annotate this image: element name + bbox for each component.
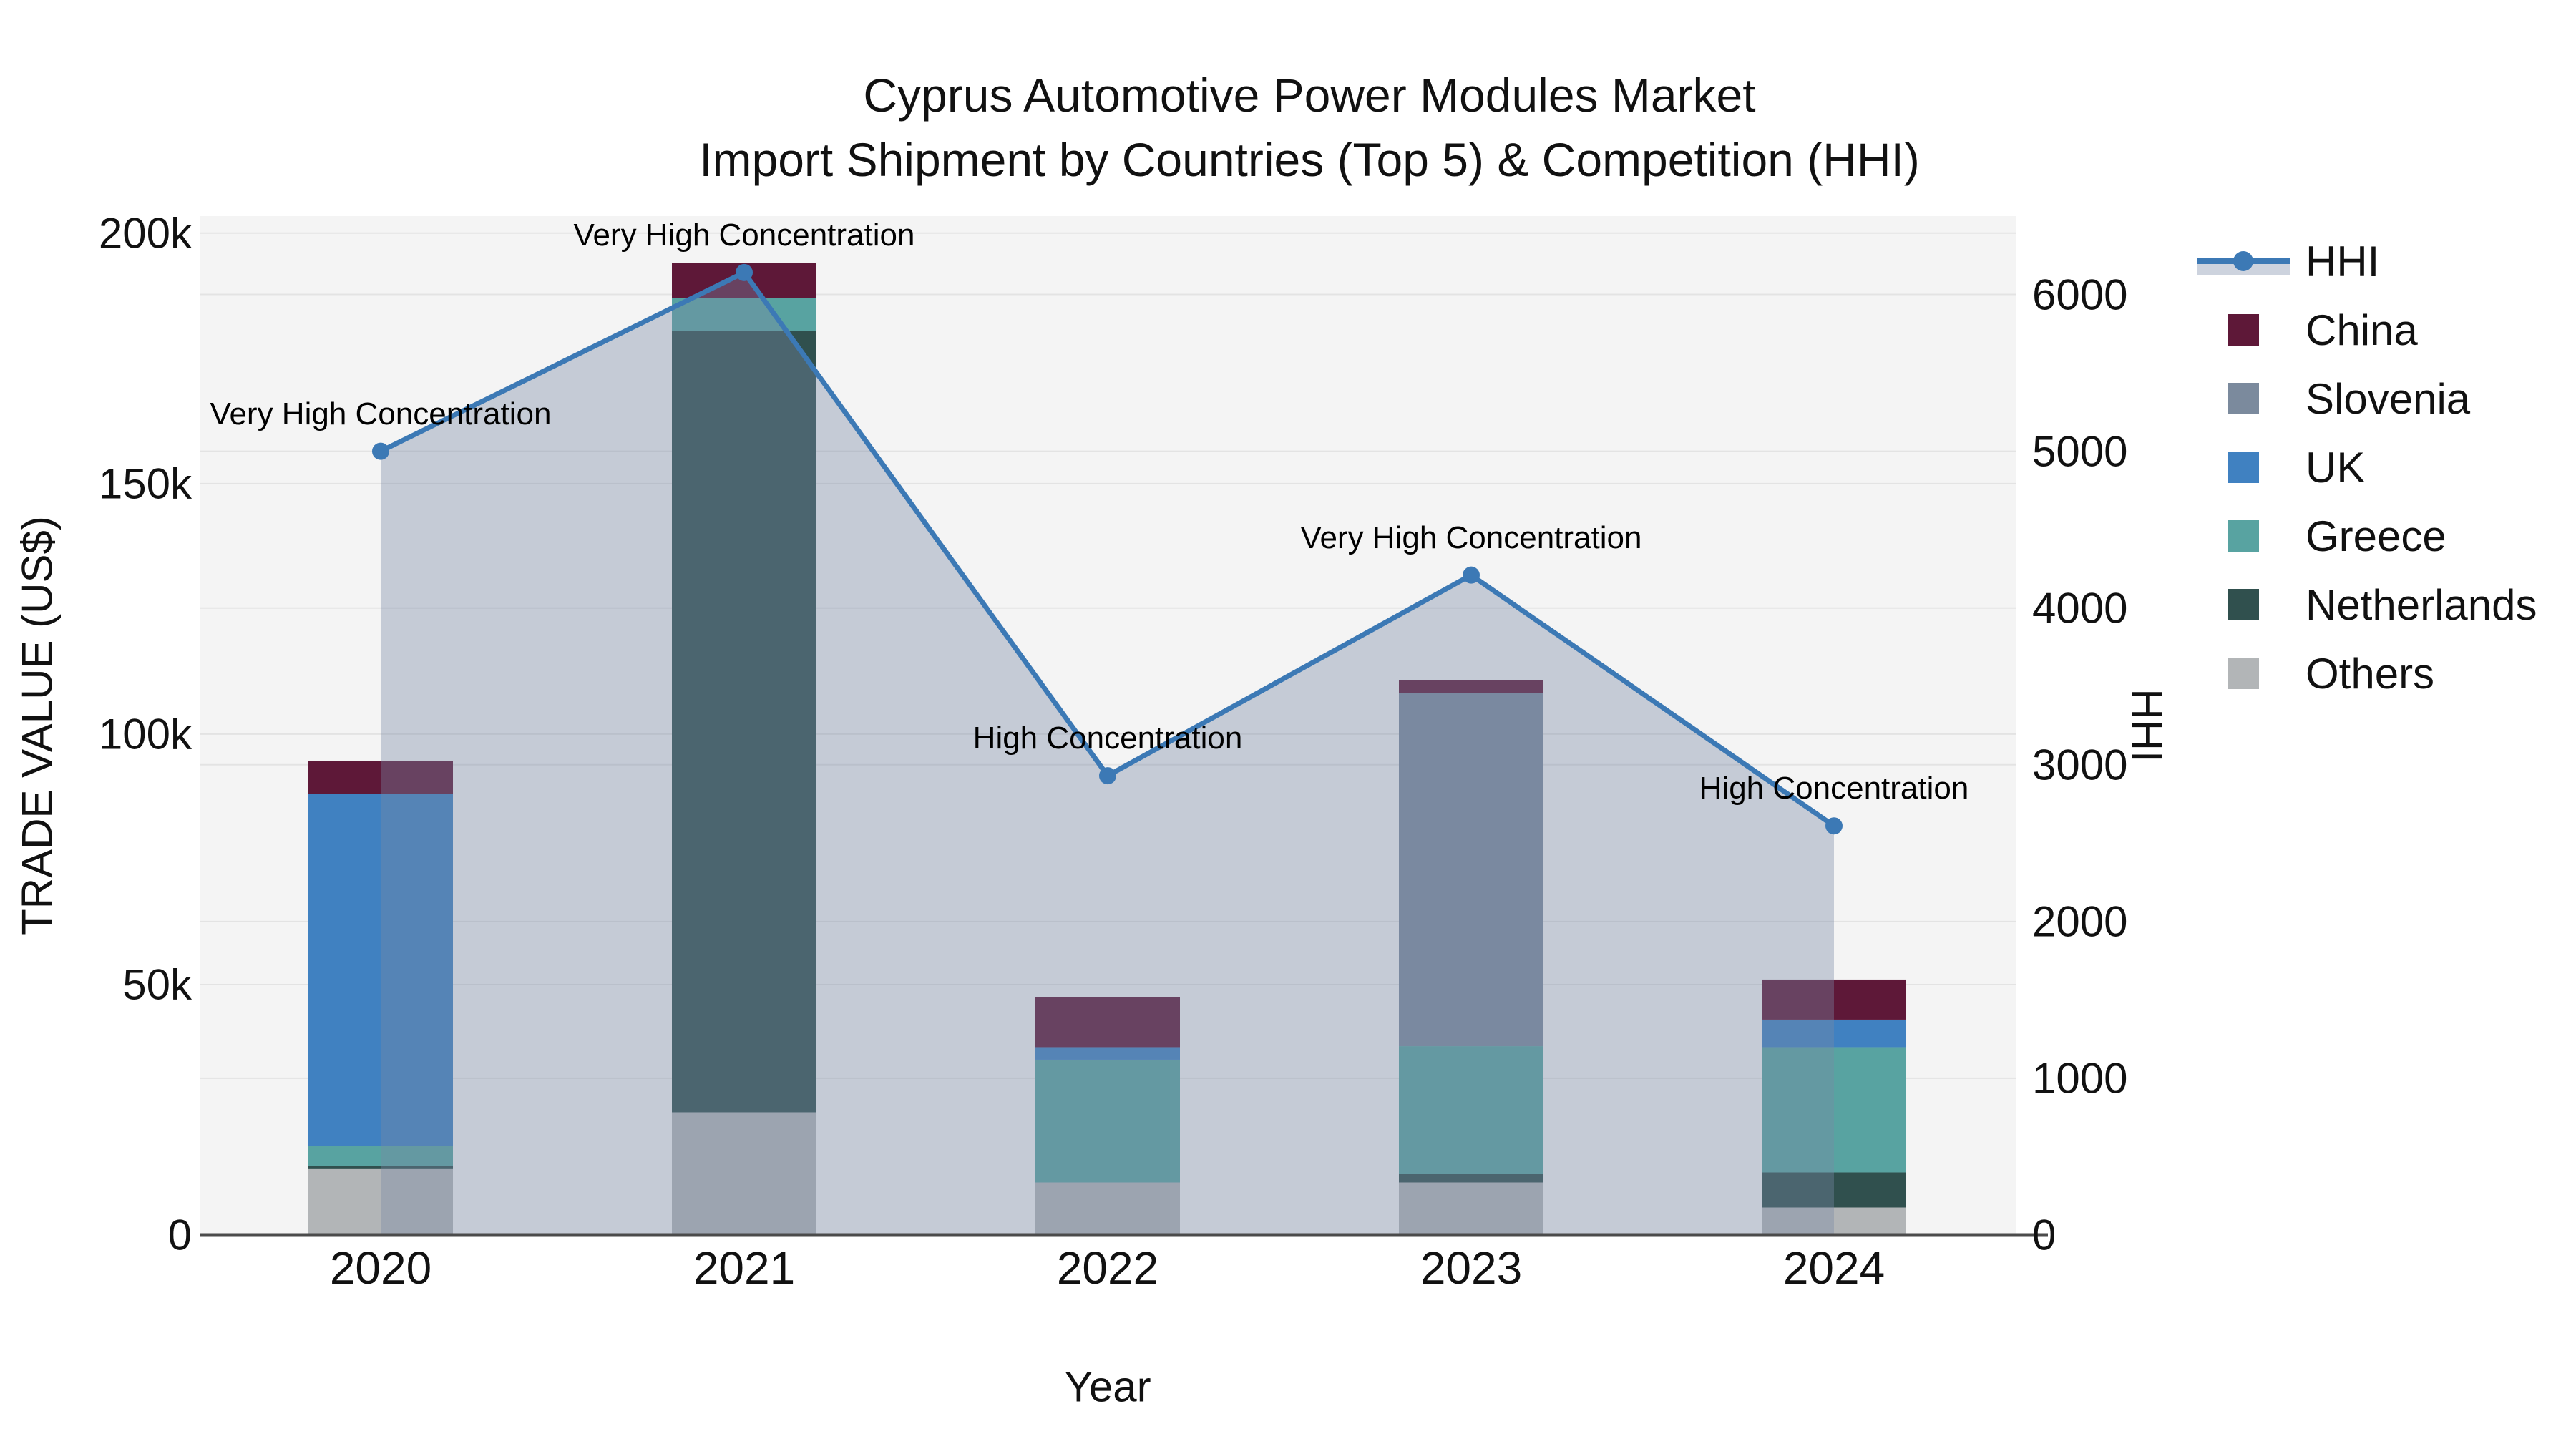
bar-segment-2023-china bbox=[1399, 680, 1543, 693]
bar-segment-2022-others bbox=[1035, 1182, 1180, 1235]
legend-item-netherlands[interactable]: Netherlands bbox=[2190, 570, 2537, 639]
annotation-2022: High Concentration bbox=[972, 721, 1243, 756]
bar-segment-2020-china bbox=[308, 761, 453, 794]
bar-segment-2024-uk bbox=[1762, 1019, 1906, 1048]
legend-label: Greece bbox=[2306, 512, 2446, 560]
bar-segment-2020-greece bbox=[308, 1146, 453, 1166]
hhi-area-fill bbox=[381, 272, 1834, 1236]
hhi-marker-2022 bbox=[1099, 767, 1116, 785]
bar-segment-2021-others bbox=[672, 1112, 816, 1235]
annotation-2020: Very High Concentration bbox=[210, 396, 552, 431]
hhi-tick-5000: 5000 bbox=[2032, 427, 2128, 476]
bar-segment-2020-uk bbox=[308, 794, 453, 1146]
bar-segment-2022-greece bbox=[1035, 1059, 1180, 1183]
annotation-2024: High Concentration bbox=[1699, 771, 1969, 806]
legend-label: Slovenia bbox=[2306, 374, 2471, 423]
bar-segment-2024-netherlands bbox=[1762, 1172, 1906, 1208]
bar-segment-2022-uk bbox=[1035, 1047, 1180, 1060]
legend-label: HHI bbox=[2306, 237, 2380, 286]
bar-segment-2020-others bbox=[308, 1168, 453, 1235]
hhi-marker-2024 bbox=[1825, 817, 1843, 835]
hhi-tick-2000: 2000 bbox=[2032, 897, 2128, 946]
bar-segment-2024-china bbox=[1762, 979, 1906, 1020]
bar-segment-2023-slovenia bbox=[1399, 693, 1543, 1047]
legend-item-china[interactable]: China bbox=[2190, 296, 2537, 364]
hhi-tick-0: 0 bbox=[2032, 1211, 2057, 1259]
legend-label: Others bbox=[2306, 649, 2435, 698]
legend-swatch-greece bbox=[2190, 520, 2297, 552]
bar-segment-2024-greece bbox=[1762, 1047, 1906, 1173]
hhi-line-swatch bbox=[2190, 240, 2297, 283]
annotation-2023: Very High Concentration bbox=[1300, 519, 1642, 555]
y-tick-0: 0 bbox=[167, 1211, 192, 1259]
x-axis-title: Year bbox=[1064, 1362, 1151, 1411]
x-tick-2024: 2024 bbox=[1782, 1242, 1885, 1294]
legend-swatch-uk bbox=[2190, 452, 2297, 483]
legend-swatch-netherlands bbox=[2190, 589, 2297, 620]
y-tick-150k: 150k bbox=[98, 459, 192, 508]
hhi-marker-2020 bbox=[372, 442, 389, 460]
hhi-marker-2023 bbox=[1463, 566, 1480, 584]
bar-segment-2020-netherlands bbox=[308, 1166, 453, 1169]
bar-segment-2024-others bbox=[1762, 1207, 1906, 1235]
x-tick-2022: 2022 bbox=[1056, 1242, 1159, 1294]
legend-item-hhi[interactable]: HHI bbox=[2190, 227, 2537, 296]
legend-item-others[interactable]: Others bbox=[2190, 639, 2537, 708]
hhi-tick-4000: 4000 bbox=[2032, 584, 2128, 633]
bar-segment-2023-netherlands bbox=[1399, 1174, 1543, 1183]
x-tick-2020: 2020 bbox=[329, 1242, 432, 1294]
legend-swatch-slovenia bbox=[2190, 383, 2297, 414]
hhi-axis-title: HHI bbox=[2122, 688, 2171, 763]
hhi-tick-6000: 6000 bbox=[2032, 270, 2128, 319]
legend-label: Netherlands bbox=[2306, 580, 2537, 629]
legend-swatch-china bbox=[2190, 314, 2297, 346]
legend-label: China bbox=[2306, 306, 2418, 354]
hhi-tick-1000: 1000 bbox=[2032, 1054, 2128, 1103]
x-tick-2023: 2023 bbox=[1420, 1242, 1523, 1294]
legend-item-slovenia[interactable]: Slovenia bbox=[2190, 364, 2537, 433]
bar-segment-2022-china bbox=[1035, 997, 1180, 1048]
x-tick-2021: 2021 bbox=[693, 1242, 796, 1294]
y-tick-100k: 100k bbox=[98, 710, 192, 758]
bar-segment-2021-netherlands bbox=[672, 331, 816, 1113]
legend-item-uk[interactable]: UK bbox=[2190, 433, 2537, 502]
chart-title-line2: Import Shipment by Countries (Top 5) & C… bbox=[699, 133, 1920, 186]
chart-title: Cyprus Automotive Power Modules Market I… bbox=[699, 63, 1920, 192]
legend: HHI China Slovenia UK Greece Netherlands Other… bbox=[2190, 227, 2537, 708]
annotation-2021: Very High Concentration bbox=[573, 217, 915, 253]
legend-label: UK bbox=[2306, 443, 2366, 492]
bar-segment-2023-others bbox=[1399, 1182, 1543, 1235]
hhi-tick-3000: 3000 bbox=[2032, 741, 2128, 789]
y-tick-200k: 200k bbox=[98, 209, 192, 258]
hhi-marker-2021 bbox=[736, 263, 753, 281]
y-axis-title: TRADE VALUE (US$) bbox=[13, 516, 62, 935]
legend-item-greece[interactable]: Greece bbox=[2190, 502, 2537, 570]
y-tick-50k: 50k bbox=[122, 960, 192, 1009]
bar-segment-2021-greece bbox=[672, 298, 816, 331]
legend-swatch-others bbox=[2190, 658, 2297, 689]
bar-segment-2023-greece bbox=[1399, 1046, 1543, 1174]
chart-title-line1: Cyprus Automotive Power Modules Market bbox=[863, 69, 1756, 122]
